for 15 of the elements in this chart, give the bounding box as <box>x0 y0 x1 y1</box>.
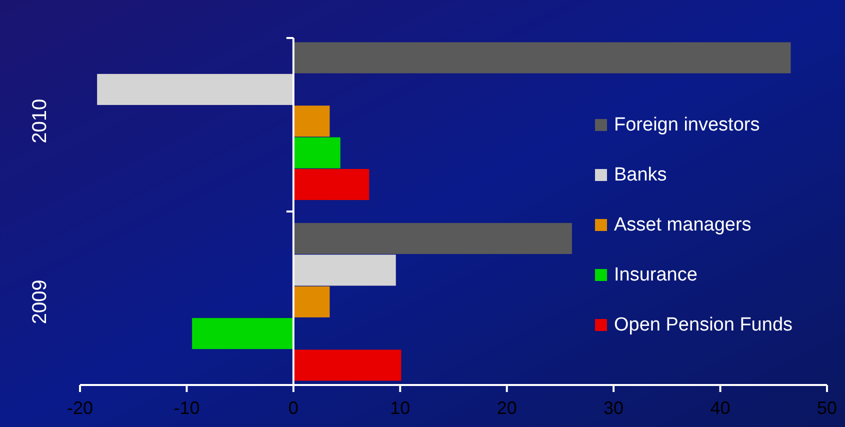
y-tick-label: 2009 <box>29 280 51 324</box>
x-tick-label: 40 <box>710 398 730 418</box>
legend-label: Foreign investors <box>614 114 760 136</box>
y-tick-label: 2010 <box>29 98 51 144</box>
legend-label: Insurance <box>614 264 698 286</box>
x-tick-label: 20 <box>496 398 517 418</box>
x-tick-label: 50 <box>816 398 838 418</box>
legend-label: Banks <box>614 164 667 186</box>
x-tick-label: 0 <box>288 398 298 418</box>
legend-label: Asset managers <box>614 214 752 236</box>
legend-label: Open Pension Funds <box>614 314 793 336</box>
x-tick-label: 30 <box>604 398 624 418</box>
x-tick-label: -10 <box>174 398 200 418</box>
x-tick-label: 10 <box>390 398 410 418</box>
x-tick-label: -20 <box>66 398 94 418</box>
